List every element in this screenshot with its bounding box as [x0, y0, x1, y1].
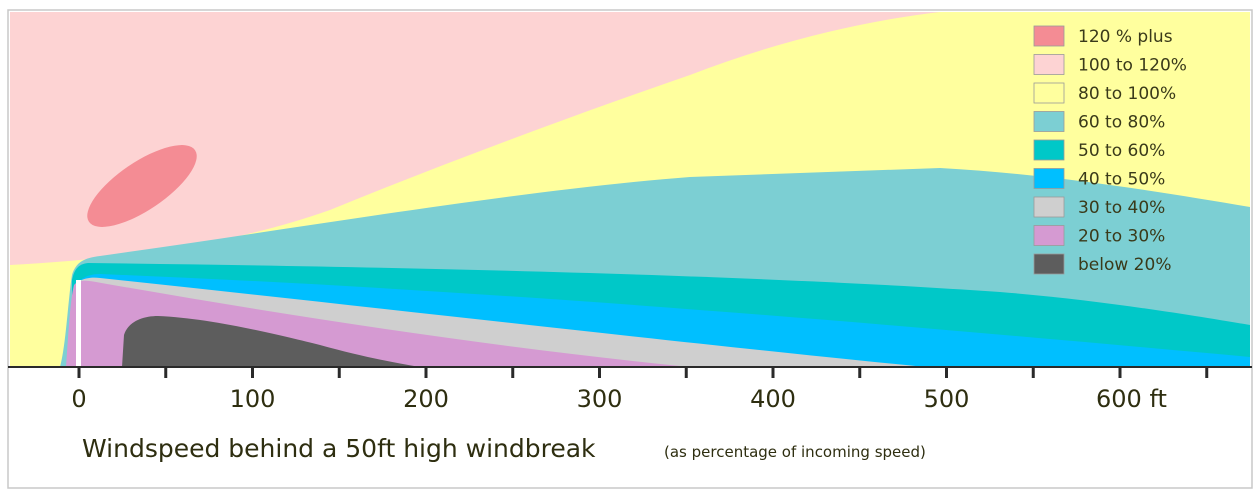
x-axis-tick-label: 300 — [577, 385, 623, 413]
legend-label: 60 to 80% — [1078, 113, 1165, 133]
x-axis-tick-label: 600 ft — [1096, 385, 1167, 413]
legend-swatch — [1033, 168, 1065, 189]
legend-swatch — [1033, 25, 1065, 47]
zones-group — [10, 12, 1250, 367]
legend-swatch — [1033, 111, 1065, 132]
legend-swatch — [1033, 253, 1065, 275]
legend-label: 80 to 100% — [1078, 84, 1176, 104]
legend-label: 30 to 40% — [1078, 198, 1165, 218]
windbreak-marker — [76, 280, 81, 367]
legend-swatch — [1033, 82, 1065, 104]
legend: 120 % plus 100 to 120% 80 to 100% 60 to 80%… — [1033, 25, 1187, 275]
zone-100-to-120 — [10, 12, 940, 265]
x-axis-tick-labels: 0 100 200 300 400 500 600 ft — [71, 385, 1167, 413]
legend-label: 100 to 120% — [1078, 56, 1187, 76]
diagram-title: Windspeed behind a 50ft high windbreak — [82, 434, 596, 463]
legend-swatch — [1033, 54, 1065, 75]
legend-label: 50 to 60% — [1078, 141, 1165, 161]
legend-swatch — [1033, 196, 1065, 218]
x-axis-tick-label: 400 — [750, 385, 796, 413]
x-axis-tick-label: 100 — [230, 385, 276, 413]
legend-label: 20 to 30% — [1078, 227, 1165, 247]
legend-swatch — [1033, 225, 1065, 246]
x-axis-tick-label: 500 — [924, 385, 970, 413]
zone-below-20 — [122, 316, 420, 367]
legend-label: below 20% — [1078, 255, 1171, 275]
legend-label: 120 % plus — [1078, 27, 1173, 47]
diagram-subtitle: (as percentage of incoming speed) — [664, 443, 926, 461]
legend-swatch — [1033, 139, 1065, 161]
x-axis-tick-label: 200 — [403, 385, 449, 413]
x-axis-tick-label: 0 — [71, 385, 86, 413]
zone-120-plus — [87, 145, 197, 227]
legend-label: 40 to 50% — [1078, 170, 1165, 190]
x-axis-ticks — [77, 367, 1209, 378]
